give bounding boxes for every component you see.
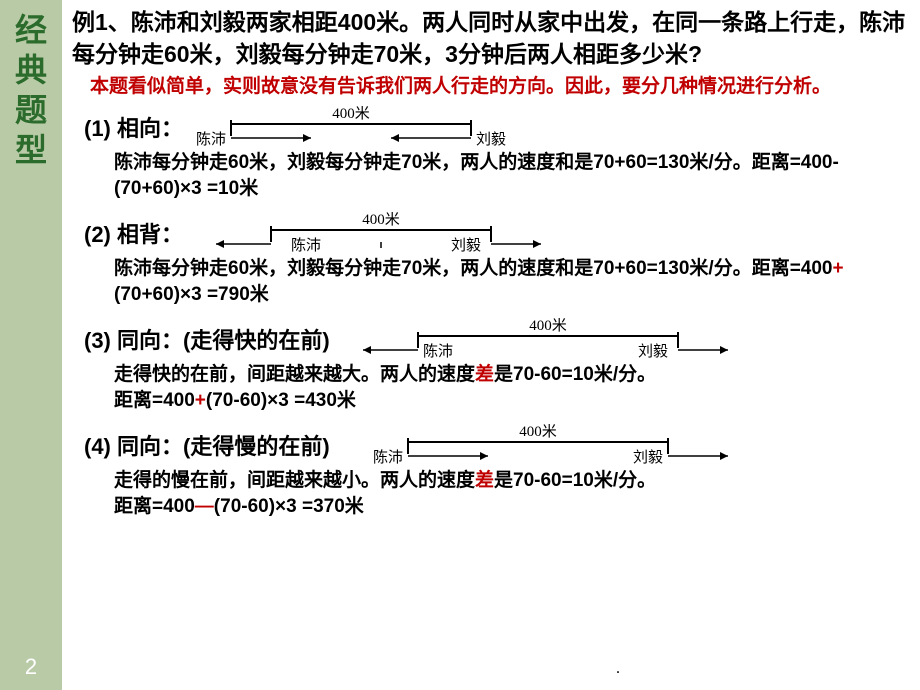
case3-explain: 走得快的在前，间距越来越大。两人的速度差是70-60=10米/分。 距离=400… <box>114 362 912 414</box>
page-number: 2 <box>0 654 62 680</box>
svg-text:陈沛: 陈沛 <box>291 236 321 254</box>
svg-text:400米: 400米 <box>332 106 370 122</box>
case3-label: (3) 同向：(走得快的在前) <box>84 323 330 355</box>
problem-text: 例1、陈沛和刘毅两家相距400米。两人同时从家中出发，在同一条路上行走，陈沛每分… <box>72 6 912 70</box>
svg-text:陈沛: 陈沛 <box>196 130 226 148</box>
svg-text:刘毅: 刘毅 <box>633 449 663 466</box>
svg-text:400米: 400米 <box>529 318 567 334</box>
case4-diagram: 400米 陈沛 刘毅 <box>338 424 738 466</box>
svg-text:陈沛: 陈沛 <box>423 342 453 360</box>
side-char: 题 <box>0 90 62 130</box>
svg-text:陈沛: 陈沛 <box>373 448 403 466</box>
svg-text:400米: 400米 <box>362 212 400 228</box>
sidebar-title: 经 典 题 型 <box>0 0 62 170</box>
svg-text:刘毅: 刘毅 <box>638 343 668 360</box>
case2-diagram: 400米 陈沛 刘毅 <box>191 212 551 254</box>
case2-label: (2) 相背： <box>84 217 183 249</box>
content: 例1、陈沛和刘毅两家相距400米。两人同时从家中出发，在同一条路上行走，陈沛每分… <box>72 6 912 520</box>
footer-dot: . <box>616 660 620 678</box>
case2-row: (2) 相背： 400米 陈沛 刘毅 <box>72 212 912 254</box>
case3-diagram: 400米 陈沛 刘毅 <box>338 318 738 360</box>
side-char: 经 <box>0 10 62 50</box>
svg-text:400米: 400米 <box>519 424 557 440</box>
case1-label: (1) 相向： <box>84 111 183 143</box>
svg-text:刘毅: 刘毅 <box>476 131 506 148</box>
hint-text: 本题看似简单，实则故意没有告诉我们两人行走的方向。因此，要分几种情况进行分析。 <box>90 74 912 100</box>
sidebar: 经 典 题 型 2 <box>0 0 62 690</box>
case4-row: (4) 同向：(走得慢的在前) 400米 陈沛 刘毅 <box>72 424 912 466</box>
case1-row: (1) 相向： 400米 陈沛 刘毅 <box>72 106 912 148</box>
side-char: 型 <box>0 130 62 170</box>
case4-explain: 走得的慢在前，间距越来越小。两人的速度差是70-60=10米/分。 距离=400… <box>114 468 912 520</box>
case2-explain: 陈沛每分钟走60米，刘毅每分钟走70米，两人的速度和是70+60=130米/分。… <box>114 256 912 308</box>
svg-text:刘毅: 刘毅 <box>451 237 481 254</box>
case1-explain: 陈沛每分钟走60米，刘毅每分钟走70米，两人的速度和是70+60=130米/分。… <box>114 150 912 202</box>
case1-diagram: 400米 陈沛 刘毅 <box>191 106 511 148</box>
side-char: 典 <box>0 50 62 90</box>
case3-row: (3) 同向：(走得快的在前) 400米 陈沛 刘毅 <box>72 318 912 360</box>
case4-label: (4) 同向：(走得慢的在前) <box>84 429 330 461</box>
